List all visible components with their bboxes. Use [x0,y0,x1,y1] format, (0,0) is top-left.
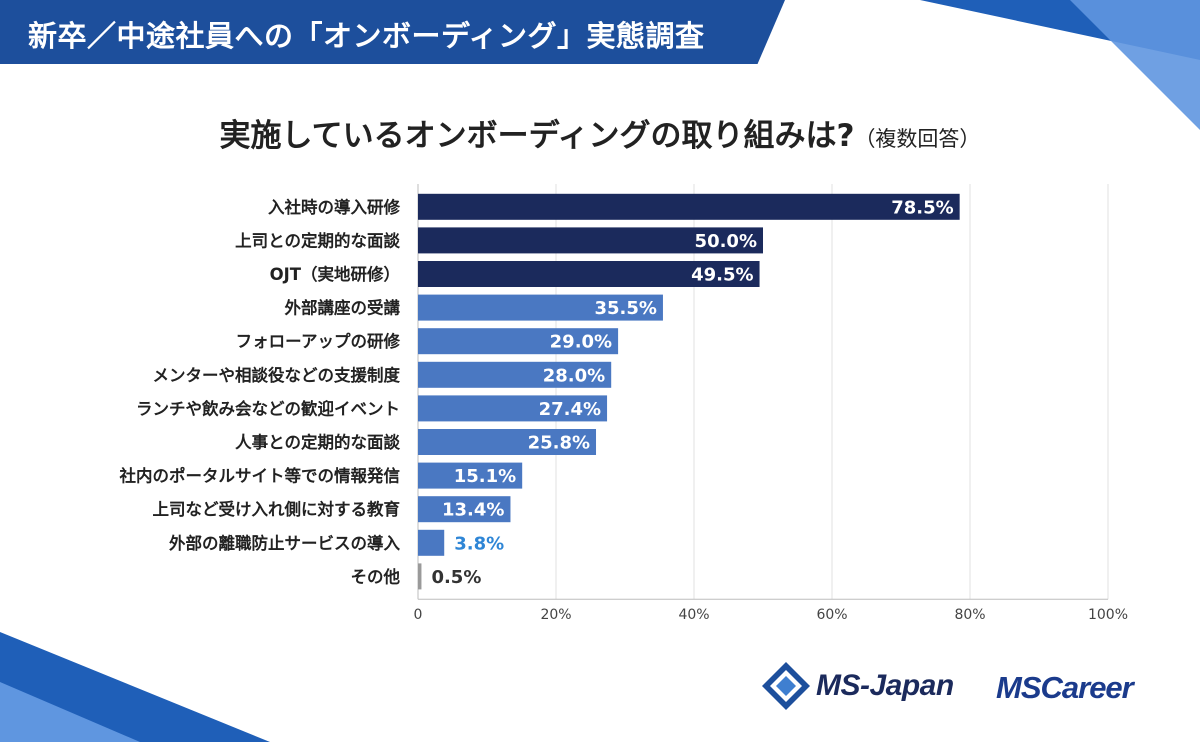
chart-title: 実施しているオンボーディングの取り組みは?（複数回答） [0,110,1200,155]
bar-value-label: 0.5% [431,567,481,588]
ms-career-logo: MSCareer [996,670,1134,705]
bar-value-label: 3.8% [454,533,504,554]
bar [418,227,763,254]
bar [418,529,445,556]
x-tick-label: 40% [678,607,709,623]
category-label: 入社時の導入研修 [268,197,401,217]
category-label: 外部の離職防止サービスの導入 [169,533,401,553]
bar [418,294,663,321]
category-label: 外部講座の受講 [285,298,401,318]
chart-subtitle: （複数回答） [854,127,981,151]
ms-japan-logo: MS-Japan [760,660,954,712]
header-banner [0,0,785,64]
x-tick-label: 60% [816,607,847,623]
category-label: その他 [351,566,401,586]
bar-value-label: 28.0% [543,365,605,386]
bar-value-label: 49.5% [691,265,753,286]
bar [418,563,422,590]
bar-value-label: 25.8% [528,433,590,454]
bar-value-label: 78.5% [891,197,953,218]
category-label: 人事との定期的な面談 [235,432,400,452]
header-title: 新卒／中途社員への「オンボーディング」実態調査 [28,19,705,53]
bar [418,462,523,489]
bar [418,395,608,422]
bar [418,193,960,220]
x-tick-label: 100% [1088,607,1128,623]
category-label: 上司など受け入れ側に対する教育 [153,499,401,519]
ms-japan-logo-text: MS-Japan [816,669,954,702]
bar-value-label: 15.1% [454,466,516,487]
bar [418,429,597,455]
x-tick-label: 20% [540,607,571,623]
bar [418,328,619,355]
bar-value-label: 29.0% [550,332,612,353]
category-label: フォローアップの研修 [236,331,401,351]
category-label: 上司との定期的な面談 [235,230,400,250]
category-label: 社内のポータルサイト等での情報発信 [119,466,401,486]
bar [418,496,511,523]
bar [418,261,760,287]
x-tick-label: 80% [954,607,985,623]
category-label: ランチや飲み会などの歓迎イベント [136,398,400,418]
category-label: OJT（実地研修） [270,264,400,284]
category-label: メンターや相談役などの支援制度 [153,365,401,385]
x-tick-label: 0 [414,607,423,623]
bar-value-label: 13.4% [442,500,504,521]
bar-value-label: 35.5% [594,298,656,319]
bar-value-label: 50.0% [695,231,757,252]
bar-chart: 0 20% 40% 60% 80% 100% 入社時の導入研修 78.5% 上司との定期的な面談… [119,184,1128,623]
bar [418,361,612,388]
bar-value-label: 27.4% [539,399,601,420]
ms-japan-logo-icon [762,662,810,710]
chart-title-main: 実施しているオンボーディングの取り組みは? [219,118,855,154]
